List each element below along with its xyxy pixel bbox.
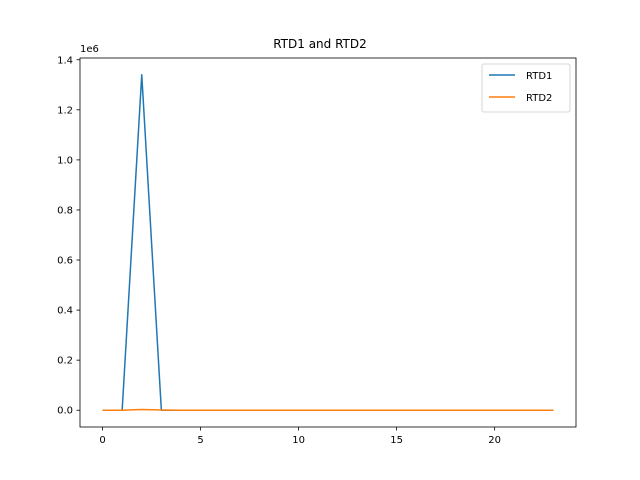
y-axis: 0.0 0.2 0.4 0.6 0.8 1.0 1.2 1.4 [57,55,80,417]
x-tick-label: 15 [390,435,403,446]
y-tick-label: 0.2 [57,356,73,367]
y-tick-label: 0.6 [57,256,73,267]
y-tick-label: 1.4 [57,55,73,66]
axes-frame [79,57,577,428]
y-offset-text: 1e6 [80,44,99,55]
x-tick-label: 10 [292,435,305,446]
series-line-rtd2 [102,408,554,411]
x-axis: 0 5 10 15 20 [99,427,501,446]
x-tick-label: 20 [488,435,501,446]
y-tick-label: 1.2 [57,105,73,116]
series-lines [102,74,554,411]
y-tick-label: 0.8 [57,205,73,216]
y-tick-label: 1.0 [57,155,73,166]
legend-label-rtd2: RTD2 [526,93,552,104]
x-tick-label: 5 [197,435,203,446]
legend: RTD1 RTD2 [481,63,571,113]
y-tick-label: 0.0 [57,406,73,417]
y-tick-label: 0.4 [57,306,73,317]
legend-label-rtd1: RTD1 [526,71,552,82]
legend-box [481,63,571,113]
x-tick-label: 0 [99,435,105,446]
chart-title: RTD1 and RTD2 [273,37,367,51]
